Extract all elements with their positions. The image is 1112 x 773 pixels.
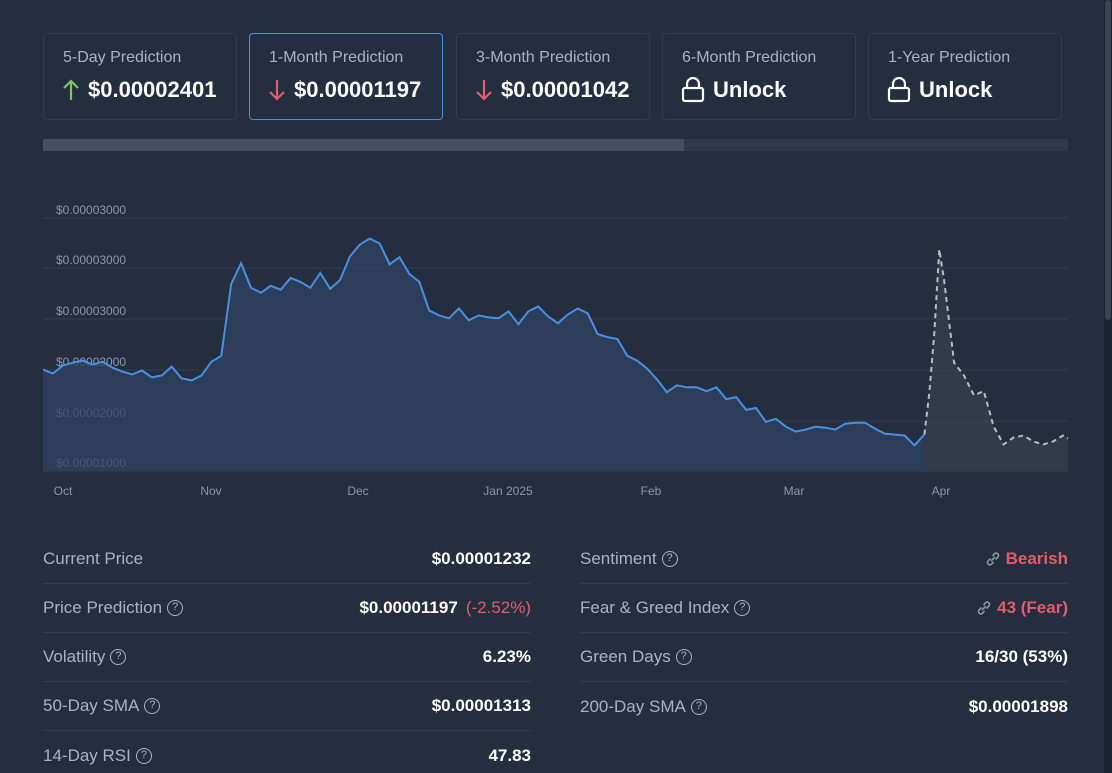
forecast-area <box>924 249 1068 471</box>
prediction-card-title: 6-Month Prediction <box>682 49 817 66</box>
help-icon[interactable]: ? <box>661 551 678 567</box>
stat-label: Volatility <box>43 647 106 666</box>
link-icon <box>977 601 991 615</box>
help-icon[interactable]: ? <box>144 698 161 714</box>
help-icon[interactable]: ? <box>734 600 751 616</box>
x-tick-label: Mar <box>784 484 805 498</box>
prediction-card-title: 1-Month Prediction <box>269 49 404 66</box>
arrow-up-icon <box>63 79 79 100</box>
stat-value: 16/30 (53%) <box>975 647 1068 666</box>
prediction-progress-bar <box>43 139 1068 151</box>
stat-value: 6.23% <box>482 647 531 666</box>
prediction-card-6-month[interactable]: 6-Month Prediction Unlock <box>662 33 856 120</box>
stat-row-price-prediction: Price Prediction? $0.00001197 (-2.52%) <box>43 584 531 633</box>
stat-label: Sentiment <box>580 549 657 568</box>
stat-label: 14-Day RSI <box>43 745 131 765</box>
stat-row-volatility: Volatility? 6.23% <box>43 633 531 682</box>
help-icon[interactable]: ? <box>110 649 127 665</box>
stat-label: 50-Day SMA <box>43 696 140 715</box>
stat-value: $0.00001232 <box>431 549 531 568</box>
scrollbar-thumb[interactable] <box>1105 0 1111 320</box>
x-tick-label: Nov <box>200 484 221 498</box>
stat-label: Current Price <box>43 549 144 568</box>
arrow-down-icon <box>476 80 492 101</box>
prediction-card-value: $0.00001042 <box>501 77 630 102</box>
link-icon <box>986 552 999 566</box>
prediction-card-1-month[interactable]: 1-Month Prediction $0.00001197 <box>249 33 443 120</box>
stat-value: $0.00001898 <box>968 696 1068 716</box>
help-icon[interactable]: ? <box>690 698 707 715</box>
y-tick-label: $0.00003000 <box>56 304 126 318</box>
prediction-cards: 5-Day Prediction $0.00002401 1-Month Pre… <box>43 33 1068 120</box>
history-area <box>43 238 925 471</box>
lock-icon <box>887 77 911 103</box>
help-icon[interactable]: ? <box>167 600 184 616</box>
stats-right-column: Sentiment? Bearish Fear & Greed Index? 4… <box>580 535 1068 731</box>
stat-value: 47.83 <box>488 745 531 765</box>
prediction-card-title: 3-Month Prediction <box>476 49 611 66</box>
stat-label: Green Days <box>580 647 671 666</box>
x-tick-label: Feb <box>641 484 662 498</box>
prediction-card-5-day[interactable]: 5-Day Prediction $0.00002401 <box>43 33 237 120</box>
help-icon[interactable]: ? <box>135 747 152 764</box>
help-icon[interactable]: ? <box>675 649 692 665</box>
prediction-card-value: $0.00002401 <box>88 77 217 102</box>
y-tick-label: $0.00003000 <box>56 203 126 217</box>
stat-row-green-days: Green Days? 16/30 (53%) <box>580 633 1068 682</box>
stat-row-14-day-rsi: 14-Day RSI? 47.83 <box>43 731 531 773</box>
arrow-down-icon <box>269 80 285 101</box>
lock-icon <box>681 77 705 103</box>
stats-left-column: Current Price $0.00001232 Price Predicti… <box>43 535 531 773</box>
stat-value: $0.00001313 <box>431 696 531 715</box>
stat-value: Bearish <box>1005 549 1068 568</box>
stat-label: 200-Day SMA <box>580 696 686 716</box>
prediction-card-value: $0.00001197 <box>294 77 422 102</box>
stat-value: $0.00001197 <box>359 598 458 617</box>
prediction-card-value: Unlock <box>713 77 787 102</box>
stat-change: (-2.52%) <box>465 598 531 617</box>
stat-row-50-day-sma: 50-Day SMA? $0.00001313 <box>43 682 531 731</box>
prediction-card-title: 1-Year Prediction <box>888 49 1011 66</box>
forecast-line <box>923 249 1069 446</box>
stat-row-200-day-sma: 200-Day SMA? $0.00001898 <box>580 682 1068 731</box>
stat-row-current-price: Current Price $0.00001232 <box>43 535 531 584</box>
x-tick-label: Oct <box>54 484 73 498</box>
stat-row-fear-greed-index: Fear & Greed Index? 43 (Fear) <box>580 584 1068 633</box>
stat-value: 43 (Fear) <box>997 598 1068 617</box>
prediction-card-title: 5-Day Prediction <box>63 49 182 66</box>
stat-row-sentiment: Sentiment? Bearish <box>580 535 1068 584</box>
stat-label: Price Prediction <box>43 598 163 617</box>
x-tick-label: Dec <box>347 484 368 498</box>
x-tick-label: Apr <box>932 484 951 498</box>
history-line <box>43 237 926 447</box>
prediction-card-1-year[interactable]: 1-Year Prediction Unlock <box>868 33 1062 120</box>
prediction-card-value: Unlock <box>919 77 993 102</box>
prediction-card-3-month[interactable]: 3-Month Prediction $0.00001042 <box>456 33 650 120</box>
page-scrollbar[interactable] <box>1104 0 1112 773</box>
stat-label: Fear & Greed Index <box>580 598 730 617</box>
price-chart[interactable]: $0.00003000$0.00003000$0.00003000$0.0000… <box>43 195 1073 505</box>
x-tick-label: Jan 2025 <box>483 484 533 498</box>
y-tick-label: $0.00003000 <box>56 253 126 267</box>
progress-fill <box>43 139 684 151</box>
